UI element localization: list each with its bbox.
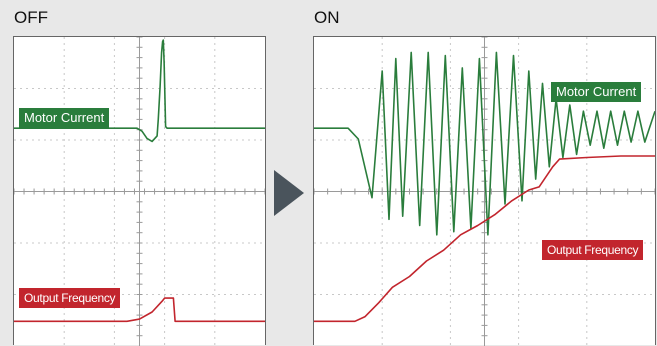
series-line-output-frequency	[14, 297, 265, 323]
chart-off: Motor Current Output Frequency	[13, 36, 266, 346]
legend-output-frequency-on: Output Frequency	[542, 240, 644, 260]
chart-on-plot	[314, 37, 655, 346]
series-line-motor-current	[14, 39, 265, 143]
panel-title-on: ON	[314, 8, 340, 27]
legend-motor-current-off: Motor Current	[19, 108, 110, 128]
chart-on: Motor Current Output Frequency	[313, 36, 656, 346]
legend-output-frequency-off: Output Frequency	[19, 288, 121, 308]
chevron-right-icon	[274, 170, 304, 216]
panel-title-off: OFF	[14, 8, 48, 27]
legend-motor-current-on: Motor Current	[551, 82, 642, 102]
chart-off-plot	[14, 37, 265, 346]
series-line-output-frequency	[314, 155, 655, 323]
center-axes	[14, 37, 265, 346]
series-line-motor-current	[314, 51, 655, 236]
